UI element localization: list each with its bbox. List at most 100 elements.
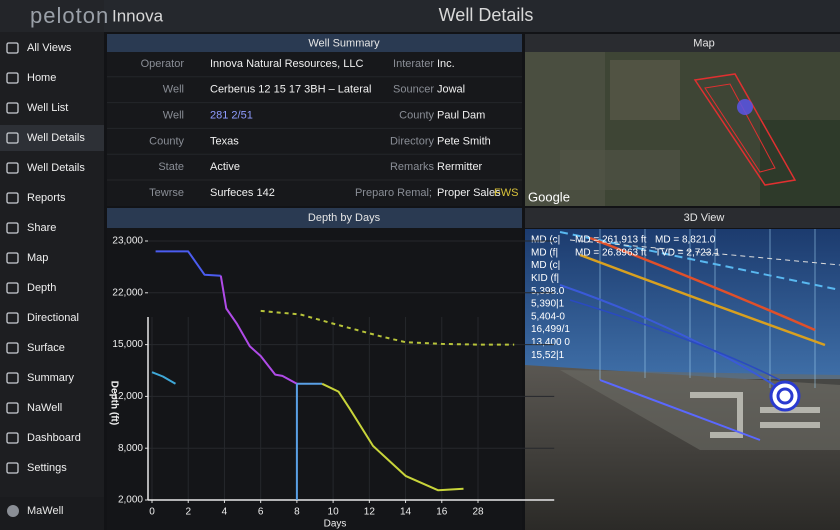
plot-area [151, 250, 515, 500]
3d-label: 13,400 0 [531, 337, 570, 348]
3d-label: MD (f| [531, 247, 558, 258]
nav-icon [6, 132, 19, 144]
nav-item[interactable]: Well Details [27, 162, 85, 174]
nav-item[interactable]: Summary [27, 372, 75, 384]
field-label: County [149, 135, 184, 147]
field [560, 150, 680, 190]
field-value: 281 2/51 [210, 110, 253, 122]
y-tick-label: 8,000 [118, 443, 143, 454]
target-marker [776, 387, 794, 405]
field-label: Interater [393, 58, 434, 70]
nav-item[interactable]: Depth [27, 282, 56, 294]
3d-label: MD = 261,913 ft [575, 235, 647, 246]
y-tick-label: 23,000 [112, 236, 143, 247]
y-tick-label: 2,000 [118, 495, 143, 506]
chart-panel [107, 208, 522, 530]
x-tick-label: 4 [222, 507, 228, 518]
nav-icon [6, 192, 19, 204]
y-tick-label: 15,000 [112, 339, 143, 350]
panel-title-bar [525, 34, 840, 52]
well-marker [737, 99, 753, 115]
field [610, 60, 680, 120]
well-path [589, 236, 816, 332]
nav-icon [6, 102, 19, 114]
3d-label: 5,404-0 [531, 311, 565, 322]
sidebar [0, 0, 104, 530]
field-value: Pete Smith [437, 135, 491, 147]
field-value: Inc. [437, 58, 455, 70]
x-tick-label: 16 [436, 507, 448, 518]
nav-item[interactable]: Well List [27, 102, 68, 114]
nav-icon [6, 402, 19, 414]
x-tick-label: 2 [185, 507, 191, 518]
3d-label: 5,390|1 [531, 299, 565, 310]
3d-label: MD = 26.8963 ft [575, 247, 647, 258]
nav-icon [6, 282, 19, 294]
nav-icon [6, 42, 19, 54]
nav-icon [6, 372, 19, 384]
x-tick-label: 10 [328, 507, 340, 518]
target-marker [769, 380, 801, 412]
satellite-map: Google [525, 52, 840, 206]
field-label: Preparo Remal; [355, 187, 432, 199]
header [104, 0, 840, 32]
well-boundary [704, 83, 776, 173]
field-label: State [158, 161, 184, 173]
3d-label: MD = 8,821.0 [655, 235, 716, 246]
x-tick-label: 12 [364, 507, 376, 518]
panel-title: Well Summary [308, 37, 380, 49]
3d-label: 15,52|1 [531, 350, 565, 361]
y-tick-label: 12,000 [112, 391, 143, 402]
nav-icon [6, 432, 19, 444]
panel-title-bar [107, 208, 522, 228]
nav-icon [6, 342, 19, 354]
company-name: Innova [112, 6, 164, 25]
panel-title: 3D View [684, 212, 725, 224]
page-title: Well Details [439, 5, 534, 25]
sky [525, 229, 840, 379]
nav-item[interactable]: Directional [27, 312, 79, 324]
field-label: Well [163, 110, 184, 122]
panel-title-bar [107, 34, 522, 52]
series-line [321, 382, 464, 492]
series-line [151, 371, 177, 385]
series-line [219, 275, 298, 385]
nav-active [0, 125, 104, 151]
field-value: FWS [494, 187, 518, 199]
3d-label: TVD = 2,723.1 [655, 247, 720, 258]
3d-label: 16,499/1 [531, 324, 570, 335]
nav-item[interactable]: Surface [27, 342, 65, 354]
field-value: Paul Dam [437, 110, 485, 122]
nav-item[interactable]: All Views [27, 42, 72, 54]
nav-item[interactable]: Dashboard [27, 432, 81, 444]
nav-item[interactable]: Home [27, 72, 56, 84]
field-value: Cerberus 12 15 17 3BH – Lateral [210, 84, 371, 96]
field-label: County [399, 110, 434, 122]
logo: peloton [30, 3, 109, 28]
field-label: Directory [390, 135, 435, 147]
field-value: Texas [210, 135, 239, 147]
nav-item[interactable]: Well Details [27, 132, 85, 144]
3d-label: MD (c| [531, 260, 560, 271]
3d-scene [525, 229, 840, 530]
grid-line [599, 229, 816, 388]
x-tick-label: 14 [400, 507, 412, 518]
nav-item[interactable]: Reports [27, 192, 66, 204]
field-label: Souncer [393, 84, 434, 96]
user-name[interactable]: MaWell [27, 505, 63, 517]
nav-item[interactable]: Settings [27, 462, 67, 474]
x-tick-label: 28 [472, 507, 484, 518]
field-value: Proper Sales [437, 187, 501, 199]
summary-panel [107, 34, 522, 206]
field-value: Rermitter [437, 161, 483, 173]
nav-item[interactable]: NaWell [27, 402, 62, 414]
field-value: Jowal [437, 84, 465, 96]
nav-item[interactable]: Map [27, 252, 48, 264]
field-value: Surfeces 142 [210, 187, 275, 199]
well-path [569, 239, 840, 266]
well-path [579, 253, 826, 347]
nav-icon [6, 222, 19, 234]
nav-item[interactable]: Share [27, 222, 56, 234]
